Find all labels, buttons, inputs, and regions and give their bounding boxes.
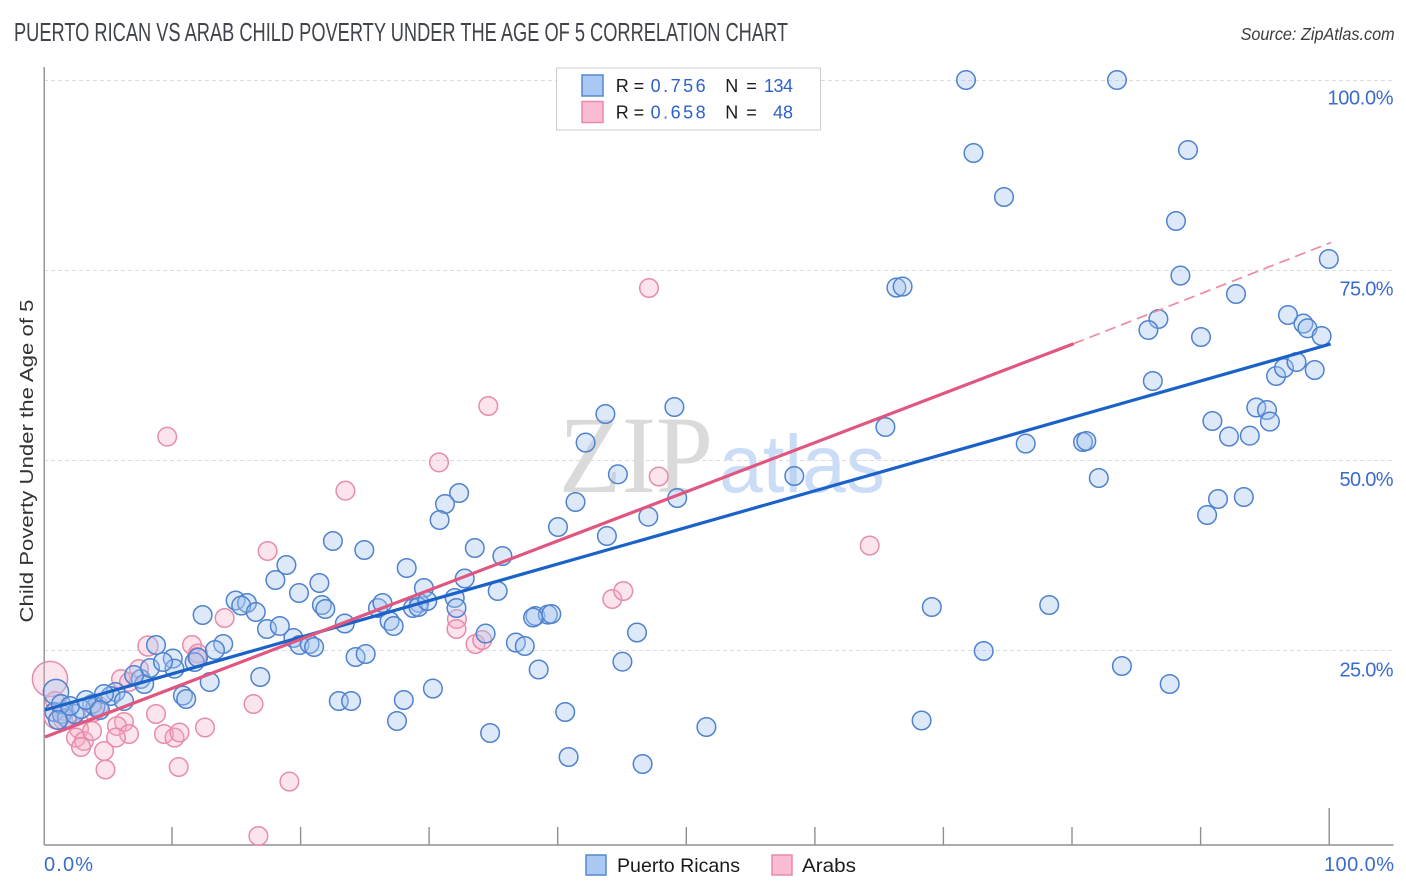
svg-text:R: R (616, 103, 629, 123)
svg-text:134: 134 (764, 76, 793, 96)
svg-text:=: = (746, 103, 757, 123)
svg-text:100.0%: 100.0% (1328, 88, 1394, 110)
svg-text:0.658: 0.658 (651, 103, 706, 123)
svg-text:=: = (634, 103, 645, 123)
svg-text:100.0%: 100.0% (1324, 854, 1394, 876)
svg-text:0.756: 0.756 (651, 76, 706, 96)
svg-text:=: = (634, 76, 645, 96)
svg-text:0.0%: 0.0% (44, 854, 93, 876)
svg-text:48: 48 (773, 103, 793, 123)
svg-text:PUERTO RICAN VS ARAB CHILD POV: PUERTO RICAN VS ARAB CHILD POVERTY UNDER… (14, 19, 788, 47)
svg-text:25.0%: 25.0% (1340, 660, 1394, 682)
svg-text:N: N (725, 76, 738, 96)
svg-text:Source: ZipAtlas.com: Source: ZipAtlas.com (1241, 24, 1395, 44)
svg-text:Child Poverty Under the Age of: Child Poverty Under the Age of 5 (16, 300, 37, 623)
svg-text:N: N (725, 103, 738, 123)
svg-text:50.0%: 50.0% (1340, 469, 1394, 491)
svg-text:Arabs: Arabs (802, 855, 856, 877)
svg-text:75.0%: 75.0% (1340, 279, 1394, 301)
svg-text:ZIP: ZIP (559, 394, 713, 516)
svg-text:Puerto Ricans: Puerto Ricans (617, 855, 740, 877)
svg-text:atlas: atlas (719, 419, 885, 510)
svg-text:=: = (746, 76, 757, 96)
svg-text:R: R (616, 76, 629, 96)
